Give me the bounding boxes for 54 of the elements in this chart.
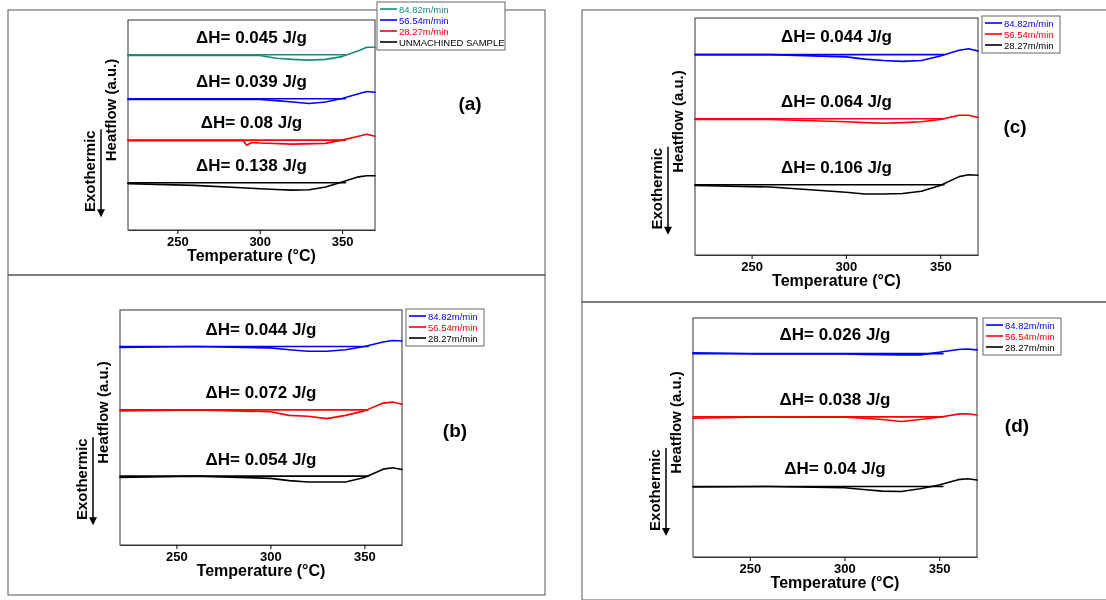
x-tick-label: 300 bbox=[835, 259, 858, 275]
legend-label: 56.54m/min bbox=[428, 321, 478, 333]
annotation: ΔH= 0.038 J/g bbox=[779, 390, 891, 410]
y-axis-title: Heatflow (a.u.) bbox=[102, 58, 119, 162]
legend-label: 28.27m/min bbox=[1004, 39, 1054, 51]
legend-label: 28.27m/min bbox=[399, 25, 449, 37]
x-tick-label: 350 bbox=[928, 561, 951, 577]
x-axis-title: Temperature (°C) bbox=[770, 574, 900, 591]
x-axis-title: Temperature (°C) bbox=[187, 247, 316, 264]
legend-label: 56.54m/min bbox=[1004, 28, 1054, 40]
legend-label: 84.82m/min bbox=[399, 3, 449, 15]
text: (d) bbox=[1004, 415, 1030, 436]
x-tick-label: 350 bbox=[331, 234, 354, 250]
text: (a) bbox=[458, 93, 482, 114]
legend-label: 28.27m/min bbox=[1005, 341, 1055, 353]
text: Exothermic bbox=[648, 147, 665, 230]
annotation: ΔH= 0.072 J/g bbox=[205, 382, 317, 402]
annotation: ΔH= 0.054 J/g bbox=[205, 449, 317, 469]
legend-label: 84.82m/min bbox=[428, 310, 478, 322]
x-tick-label: 250 bbox=[167, 234, 189, 250]
text: ΔH= 0.045 J/g bbox=[196, 27, 307, 47]
annotation: ΔH= 0.138 J/g bbox=[196, 155, 307, 175]
x-tick-label: 250 bbox=[741, 259, 763, 275]
x-tick-label: 300 bbox=[834, 561, 856, 577]
annotation: ΔH= 0.039 J/g bbox=[196, 71, 307, 91]
x-axis-title: Temperature (°C) bbox=[772, 272, 901, 289]
x-tick-label: 300 bbox=[249, 234, 272, 250]
annotation: ΔH= 0.064 J/g bbox=[781, 91, 892, 111]
text: (c) bbox=[1003, 116, 1027, 137]
legend-label: 84.82m/min bbox=[1004, 17, 1054, 29]
y-axis-title: Heatflow (a.u.) bbox=[669, 70, 686, 173]
text: ΔH= 0.044 J/g bbox=[781, 26, 892, 46]
x-axis-title: Temperature (°C) bbox=[196, 562, 326, 579]
legend-label: 56.54m/min bbox=[399, 14, 449, 26]
x-tick-label: 250 bbox=[739, 561, 762, 577]
text: (b) bbox=[442, 420, 468, 441]
text: Exothermic bbox=[646, 449, 663, 531]
x-tick-label: 350 bbox=[354, 549, 376, 565]
text: Exothermic bbox=[81, 130, 98, 213]
text: Exothermic bbox=[73, 438, 90, 521]
annotation: ΔH= 0.106 J/g bbox=[781, 157, 892, 177]
legend-label: 56.54m/min bbox=[1005, 330, 1055, 342]
annotation: ΔH= 0.04 J/g bbox=[784, 458, 886, 478]
annotation: ΔH= 0.08 J/g bbox=[200, 112, 303, 132]
legend-label: 84.82m/min bbox=[1005, 319, 1055, 331]
y-axis-title: Heatflow (a.u.) bbox=[94, 361, 111, 464]
text: ΔH= 0.026 J/g bbox=[779, 324, 891, 344]
x-tick-label: 300 bbox=[260, 549, 282, 565]
text: ΔH= 0.044 J/g bbox=[205, 319, 317, 339]
y-axis-title: Heatflow (a.u.) bbox=[667, 371, 684, 474]
x-tick-label: 350 bbox=[929, 259, 952, 275]
legend-label: UNMACHINED SAMPLE bbox=[399, 36, 505, 48]
legend-label: 28.27m/min bbox=[428, 332, 478, 344]
x-tick-label: 250 bbox=[166, 549, 188, 565]
